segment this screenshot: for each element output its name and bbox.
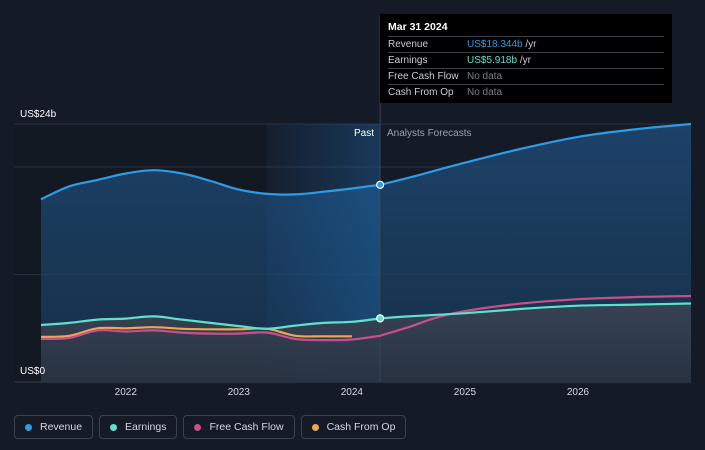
legend-item-free-cash-flow[interactable]: Free Cash Flow bbox=[183, 415, 295, 439]
revenue-marker bbox=[376, 180, 385, 189]
free-cash-flow-forecast-line bbox=[379, 294, 692, 337]
tooltip-unit: /yr bbox=[522, 39, 537, 50]
earnings-past-line bbox=[40, 315, 381, 330]
legend-dot-icon bbox=[311, 423, 319, 431]
line-layer bbox=[40, 122, 692, 342]
forecast-label: Analysts Forecasts bbox=[387, 128, 472, 139]
data-tooltip: Mar 31 2024 Revenue US$18.344b /yr Earning… bbox=[380, 14, 672, 103]
tooltip-value-text: No data bbox=[467, 87, 503, 98]
marker-layer bbox=[376, 180, 385, 323]
cash-from-op-past-line bbox=[40, 326, 352, 338]
revenue-past-line bbox=[40, 169, 381, 201]
earnings-forecast-line bbox=[380, 302, 692, 320]
legend-item-cash-from-op[interactable]: Cash From Op bbox=[300, 415, 407, 439]
tooltip-row-label: Revenue bbox=[388, 39, 429, 50]
tooltip-value-text: US$5.918b bbox=[467, 55, 518, 66]
legend-item-revenue[interactable]: Revenue bbox=[14, 415, 94, 439]
tooltip-row: Free Cash Flow No data bbox=[388, 68, 664, 84]
legend-label: Earnings bbox=[125, 421, 167, 433]
chart-legend: Revenue Earnings Free Cash Flow Cash From O… bbox=[14, 415, 407, 439]
tooltip-row: Cash From Op No data bbox=[388, 84, 664, 100]
area-layer bbox=[41, 14, 691, 382]
tooltip-value-text: US$18.344b bbox=[467, 39, 523, 50]
legend-label: Revenue bbox=[40, 421, 83, 433]
x-tick-label: 2023 bbox=[227, 387, 250, 398]
tooltip-unit: /yr bbox=[517, 55, 531, 66]
legend-dot-icon bbox=[194, 423, 202, 431]
legend-dot-icon bbox=[25, 423, 32, 431]
tooltip-row: Earnings US$5.918b /yr bbox=[388, 52, 664, 68]
legend-label: Free Cash Flow bbox=[209, 421, 284, 433]
past-label: Past bbox=[354, 128, 375, 139]
tooltip-row-value: US$5.918b /yr bbox=[467, 55, 531, 66]
tooltip-row-label: Free Cash Flow bbox=[388, 71, 459, 82]
tooltip-row-label: Cash From Op bbox=[388, 87, 454, 98]
earnings-marker bbox=[376, 314, 385, 323]
tooltip-row-label: Earnings bbox=[388, 55, 428, 66]
legend-label: Cash From Op bbox=[326, 421, 396, 433]
tooltip-row: Revenue US$18.344b /yr bbox=[388, 36, 664, 52]
free-cash-flow-past-line bbox=[40, 329, 381, 342]
tooltip-date: Mar 31 2024 bbox=[388, 21, 448, 33]
tooltip-row-value: No data bbox=[467, 71, 502, 82]
x-tick-label: 2025 bbox=[453, 387, 477, 398]
y-axis-top-label: US$24b bbox=[20, 109, 57, 120]
y-axis-bottom-label: US$0 bbox=[20, 366, 46, 377]
legend-dot-icon bbox=[110, 423, 118, 431]
x-tick-label: 2022 bbox=[114, 387, 137, 398]
x-tick-label: 2024 bbox=[340, 387, 363, 398]
revenue-forecast-line bbox=[379, 122, 692, 186]
tooltip-row-value: No data bbox=[467, 87, 502, 98]
tooltip-row-value: US$18.344b /yr bbox=[467, 39, 537, 50]
x-tick-label: 2026 bbox=[566, 387, 590, 398]
tooltip-value-text: No data bbox=[467, 71, 503, 82]
legend-item-earnings[interactable]: Earnings bbox=[99, 415, 178, 439]
